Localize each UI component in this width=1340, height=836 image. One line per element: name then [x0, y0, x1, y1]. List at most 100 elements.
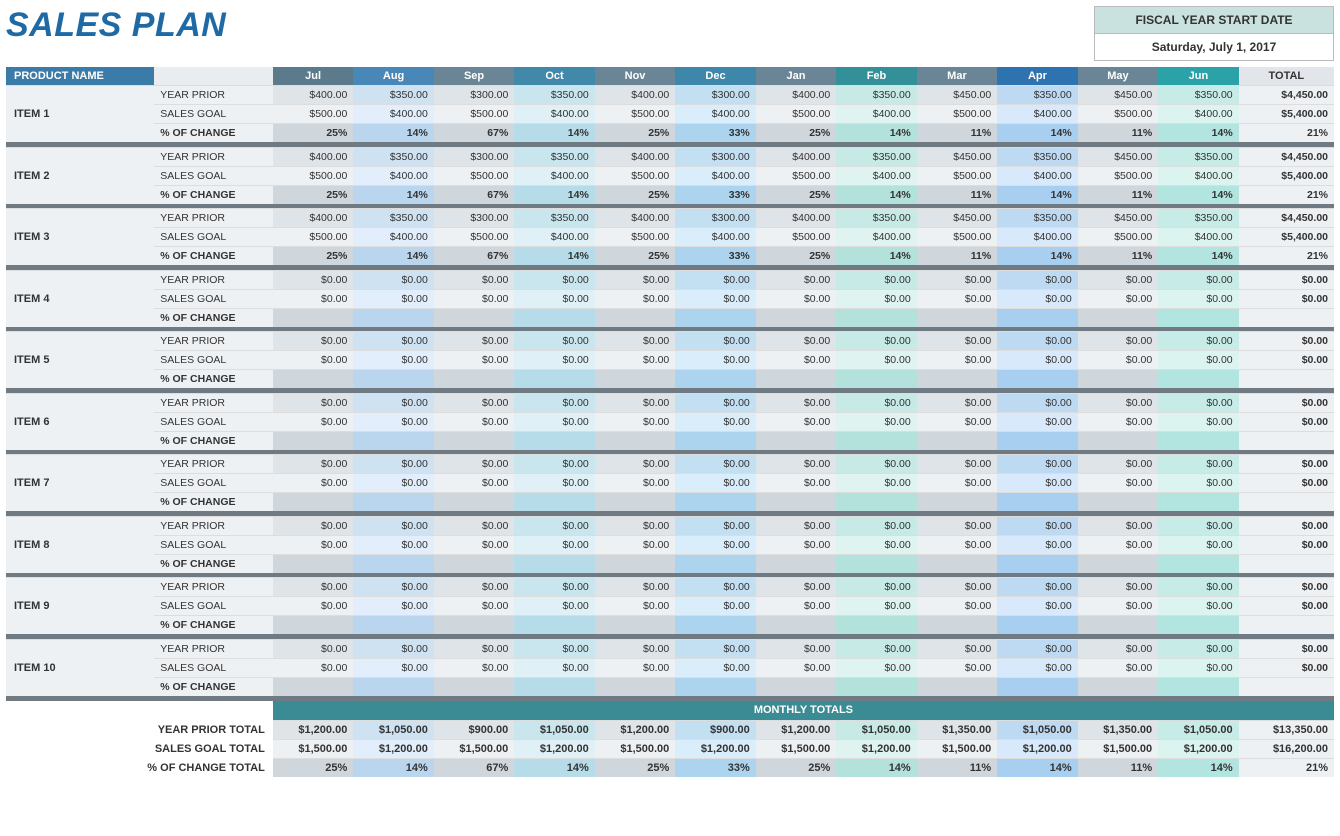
cell[interactable]: $450.00: [917, 86, 997, 105]
cell[interactable]: $500.00: [1078, 105, 1158, 124]
cell[interactable]: $0.00: [434, 474, 514, 493]
cell[interactable]: $400.00: [595, 147, 675, 166]
cell[interactable]: $350.00: [353, 209, 433, 228]
cell[interactable]: $0.00: [273, 535, 353, 554]
cell[interactable]: $0.00: [997, 516, 1077, 535]
cell[interactable]: $350.00: [353, 147, 433, 166]
cell[interactable]: [756, 370, 836, 389]
cell[interactable]: [675, 554, 755, 573]
cell[interactable]: $0.00: [917, 639, 997, 658]
cell[interactable]: [595, 308, 675, 327]
cell[interactable]: 14%: [514, 247, 594, 266]
cell[interactable]: $0.00: [917, 332, 997, 351]
cell[interactable]: $0.00: [514, 289, 594, 308]
cell[interactable]: $0.00: [595, 455, 675, 474]
cell[interactable]: $400.00: [756, 209, 836, 228]
cell[interactable]: $400.00: [836, 228, 916, 247]
cell[interactable]: $400.00: [836, 166, 916, 185]
cell[interactable]: [675, 616, 755, 635]
cell[interactable]: $0.00: [353, 351, 433, 370]
cell[interactable]: $0.00: [1158, 289, 1238, 308]
cell[interactable]: $300.00: [434, 147, 514, 166]
cell[interactable]: $450.00: [917, 147, 997, 166]
cell[interactable]: $0.00: [434, 412, 514, 431]
cell[interactable]: [756, 308, 836, 327]
cell[interactable]: $400.00: [675, 166, 755, 185]
cell[interactable]: $0.00: [675, 578, 755, 597]
cell[interactable]: $350.00: [514, 86, 594, 105]
cell[interactable]: 25%: [273, 185, 353, 204]
cell[interactable]: $0.00: [836, 516, 916, 535]
cell[interactable]: $350.00: [997, 209, 1077, 228]
cell[interactable]: [997, 554, 1077, 573]
cell[interactable]: $0.00: [917, 535, 997, 554]
cell[interactable]: $0.00: [434, 597, 514, 616]
cell[interactable]: $0.00: [353, 332, 433, 351]
cell[interactable]: 14%: [514, 124, 594, 143]
cell[interactable]: $0.00: [917, 351, 997, 370]
cell[interactable]: $0.00: [917, 270, 997, 289]
cell[interactable]: $0.00: [595, 351, 675, 370]
cell[interactable]: 14%: [353, 185, 433, 204]
cell[interactable]: $0.00: [595, 639, 675, 658]
cell[interactable]: $0.00: [997, 658, 1077, 677]
cell[interactable]: 14%: [997, 185, 1077, 204]
cell[interactable]: $0.00: [514, 578, 594, 597]
cell[interactable]: $500.00: [595, 166, 675, 185]
cell[interactable]: $400.00: [997, 166, 1077, 185]
cell[interactable]: $0.00: [675, 332, 755, 351]
cell[interactable]: $0.00: [514, 412, 594, 431]
cell[interactable]: $0.00: [1078, 332, 1158, 351]
cell[interactable]: $400.00: [595, 86, 675, 105]
cell[interactable]: $0.00: [273, 393, 353, 412]
cell[interactable]: [353, 616, 433, 635]
cell[interactable]: $0.00: [353, 393, 433, 412]
cell[interactable]: [353, 677, 433, 696]
cell[interactable]: $0.00: [1078, 578, 1158, 597]
cell[interactable]: 11%: [917, 247, 997, 266]
cell[interactable]: $0.00: [353, 516, 433, 535]
cell[interactable]: [836, 431, 916, 450]
cell[interactable]: $0.00: [836, 658, 916, 677]
cell[interactable]: $0.00: [675, 597, 755, 616]
fiscal-year-date[interactable]: Saturday, July 1, 2017: [1095, 34, 1333, 60]
cell[interactable]: $450.00: [1078, 147, 1158, 166]
cell[interactable]: $400.00: [514, 166, 594, 185]
cell[interactable]: $0.00: [1158, 474, 1238, 493]
cell[interactable]: $0.00: [434, 351, 514, 370]
cell[interactable]: 25%: [756, 124, 836, 143]
cell[interactable]: $400.00: [675, 105, 755, 124]
cell[interactable]: $500.00: [273, 166, 353, 185]
cell[interactable]: $500.00: [434, 228, 514, 247]
cell[interactable]: $0.00: [514, 393, 594, 412]
cell[interactable]: $0.00: [1078, 597, 1158, 616]
cell[interactable]: $0.00: [997, 270, 1077, 289]
cell[interactable]: $400.00: [836, 105, 916, 124]
cell[interactable]: $500.00: [917, 228, 997, 247]
cell[interactable]: [997, 677, 1077, 696]
cell[interactable]: $350.00: [997, 86, 1077, 105]
cell[interactable]: $0.00: [273, 351, 353, 370]
cell[interactable]: $0.00: [756, 597, 836, 616]
cell[interactable]: $0.00: [353, 639, 433, 658]
cell[interactable]: $0.00: [273, 332, 353, 351]
cell[interactable]: [675, 431, 755, 450]
cell[interactable]: 25%: [273, 124, 353, 143]
cell[interactable]: [997, 370, 1077, 389]
cell[interactable]: $400.00: [514, 228, 594, 247]
cell[interactable]: $0.00: [836, 270, 916, 289]
cell[interactable]: $0.00: [434, 289, 514, 308]
cell[interactable]: [434, 493, 514, 512]
cell[interactable]: $300.00: [434, 86, 514, 105]
cell[interactable]: 33%: [675, 247, 755, 266]
cell[interactable]: 11%: [1078, 185, 1158, 204]
cell[interactable]: 25%: [756, 185, 836, 204]
cell[interactable]: 25%: [595, 124, 675, 143]
cell[interactable]: $0.00: [756, 455, 836, 474]
cell[interactable]: [273, 431, 353, 450]
cell[interactable]: $0.00: [1078, 351, 1158, 370]
cell[interactable]: $0.00: [273, 578, 353, 597]
cell[interactable]: $500.00: [595, 228, 675, 247]
cell[interactable]: [997, 308, 1077, 327]
cell[interactable]: [353, 493, 433, 512]
